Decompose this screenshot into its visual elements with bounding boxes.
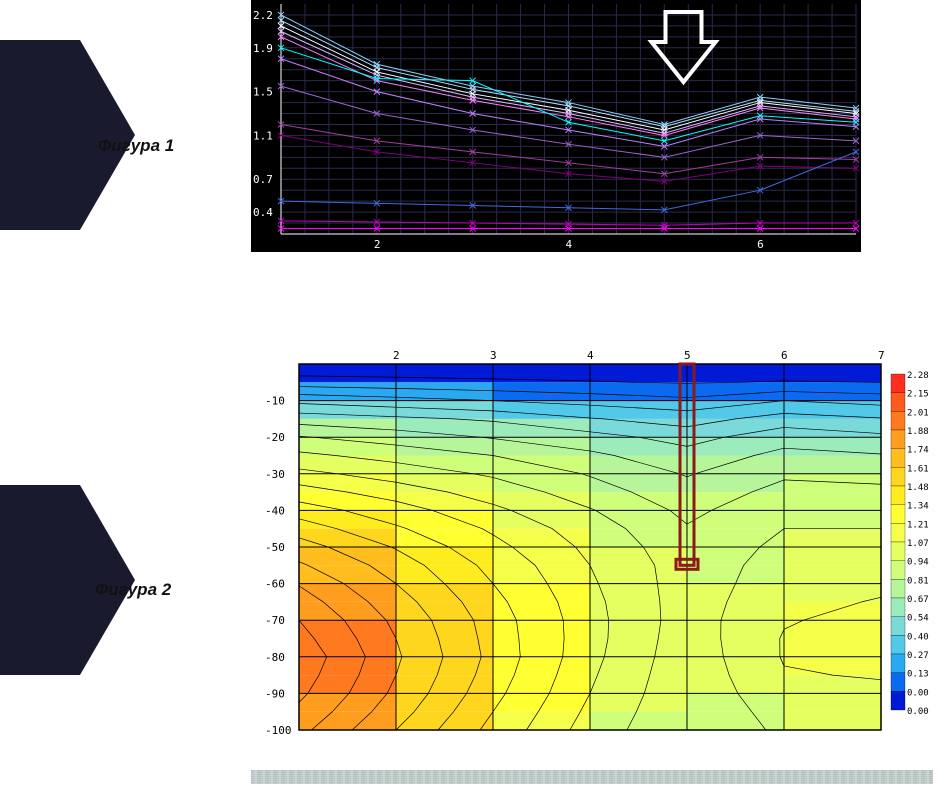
svg-text:1.74: 1.74 (907, 446, 929, 456)
svg-text:0.00: 0.00 (907, 688, 929, 698)
svg-text:-40: -40 (265, 504, 285, 517)
arrow-marker (652, 12, 716, 82)
svg-text:0.7: 0.7 (253, 173, 273, 186)
svg-text:1.21: 1.21 (907, 520, 929, 530)
svg-text:1.34: 1.34 (907, 502, 929, 512)
svg-text:0.27: 0.27 (907, 651, 929, 661)
svg-text:2: 2 (374, 238, 381, 251)
svg-text:-50: -50 (265, 541, 285, 554)
svg-text:0.00: 0.00 (907, 707, 929, 717)
svg-text:1.48: 1.48 (907, 483, 929, 493)
svg-text:2: 2 (393, 349, 400, 362)
svg-text:4: 4 (566, 238, 573, 251)
svg-text:-60: -60 (265, 578, 285, 591)
svg-text:-80: -80 (265, 651, 285, 664)
svg-text:2.01: 2.01 (907, 408, 929, 418)
heatmap-chart: 2 3 4 5 6 7 -10 -20 -30 -40 -50 -60 -70 -80 -90 -100 2.… (251, 346, 933, 738)
svg-text:0.54: 0.54 (907, 614, 929, 624)
svg-text:7: 7 (878, 349, 885, 362)
svg-text:-20: -20 (265, 431, 285, 444)
svg-text:2.15: 2.15 (907, 390, 929, 400)
svg-text:-30: -30 (265, 468, 285, 481)
svg-text:1.5: 1.5 (253, 86, 273, 99)
svg-text:0.81: 0.81 (907, 576, 929, 586)
svg-text:0.40: 0.40 (907, 632, 929, 642)
svg-text:1.07: 1.07 (907, 539, 929, 549)
svg-text:-90: -90 (265, 687, 285, 700)
svg-text:2.28: 2.28 (907, 371, 929, 381)
svg-text:1.88: 1.88 (907, 427, 929, 437)
svg-text:2.2: 2.2 (253, 9, 273, 22)
svg-text:5: 5 (684, 349, 691, 362)
svg-text:-100: -100 (265, 724, 292, 737)
chevron-fig2 (0, 485, 80, 675)
noise-strip (251, 770, 933, 784)
svg-text:6: 6 (781, 349, 788, 362)
svg-text:0.67: 0.67 (907, 595, 929, 605)
svg-text:0.4: 0.4 (253, 206, 273, 219)
svg-text:3: 3 (490, 349, 497, 362)
svg-text:0.13: 0.13 (907, 670, 929, 680)
figure-1-label: Фигура 1 (98, 136, 174, 156)
svg-text:1.61: 1.61 (907, 464, 929, 474)
svg-text:-70: -70 (265, 614, 285, 627)
line-chart: 0.4 0.7 1.1 1.5 1.9 2.2 2 4 6 (251, 0, 861, 252)
svg-text:1.9: 1.9 (253, 42, 273, 55)
svg-text:4: 4 (587, 349, 594, 362)
svg-text:6: 6 (757, 238, 764, 251)
svg-text:-10: -10 (265, 395, 285, 408)
figure-2-label: Фигура 2 (95, 580, 171, 600)
svg-text:1.1: 1.1 (253, 129, 273, 142)
chevron-fig1 (0, 40, 80, 230)
svg-text:0.94: 0.94 (907, 558, 929, 568)
